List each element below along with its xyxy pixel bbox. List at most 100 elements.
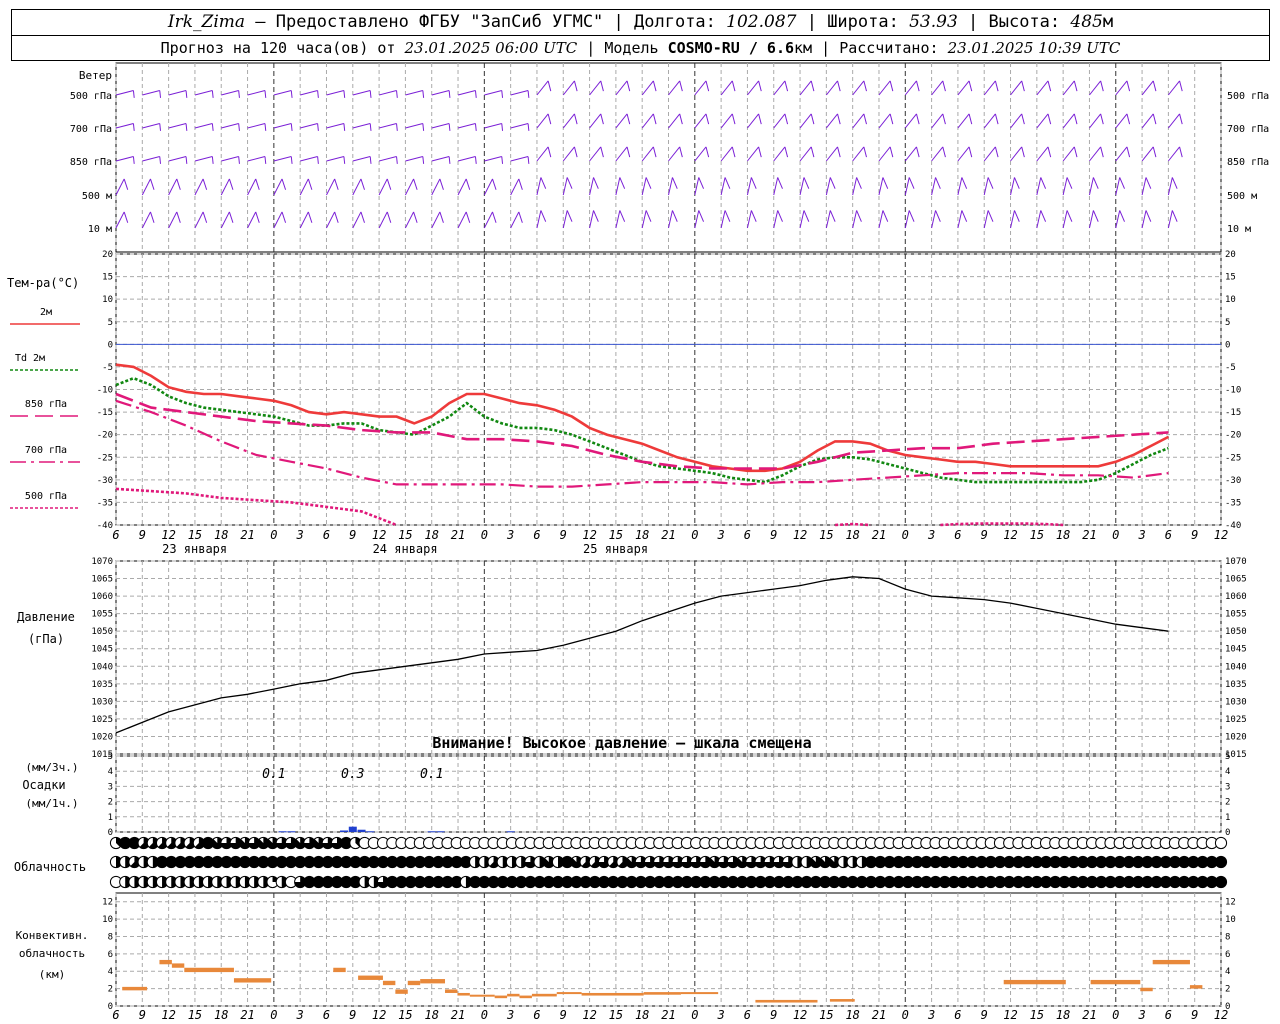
pressure-ytick-left: 1065	[91, 575, 113, 585]
convective-xtick: 3	[927, 1008, 935, 1022]
wind-barb	[273, 123, 292, 129]
wind-barb-flag	[750, 210, 757, 222]
temp-title: Тем-ра(°С)	[7, 276, 79, 290]
temp-xtick: 18	[1056, 528, 1070, 542]
wind-barb-flag	[202, 178, 208, 190]
wind-barb-flag	[863, 80, 867, 92]
wind-barb-flag	[228, 178, 234, 190]
wind-barb	[457, 178, 467, 196]
pressure-ytick-right: 1030	[1225, 697, 1247, 707]
temp-ytick-left: -30	[97, 476, 113, 486]
wind-level-left: 700 гПа	[70, 124, 112, 135]
wind-barb	[878, 113, 891, 129]
wind-barb	[247, 90, 266, 96]
convective-segment	[233, 978, 272, 983]
wind-barb-flag	[679, 146, 683, 158]
wind-barb	[589, 146, 602, 162]
wind-barb-flag	[1152, 113, 1157, 125]
wind-barb-flag	[281, 178, 287, 190]
wind-level-left: 850 гПа	[70, 157, 112, 168]
wind-barb-flag	[290, 156, 293, 164]
temp-xtick: 0	[902, 528, 909, 542]
wind-barb	[983, 146, 996, 162]
cloud-symbol-fill	[681, 856, 693, 868]
pressure-ytick-right: 1065	[1225, 575, 1247, 585]
wind-barb	[1088, 210, 1094, 229]
wind-barb	[510, 123, 529, 129]
wind-barb-flag	[1021, 146, 1025, 158]
precip-title: Осадки	[22, 778, 65, 792]
wind-barb-flag	[1073, 80, 1078, 92]
precip-ytick-right: 0	[1225, 828, 1230, 838]
wind-barb	[326, 156, 345, 162]
temp-ytick-right: 0	[1225, 340, 1230, 350]
wind-barb-flag	[211, 123, 214, 131]
convective-xtick: 21	[872, 1008, 886, 1022]
forecast-label: Прогноз на 120 часа(ов) от	[160, 39, 396, 57]
day-label: 24 января	[373, 542, 438, 556]
temp-xtick: 15	[1030, 528, 1044, 542]
cloud-symbol-fill	[139, 837, 150, 849]
precip-ytick-left: 0	[108, 828, 113, 838]
wind-barb	[404, 211, 415, 229]
cloud-symbol	[1214, 836, 1228, 850]
convective-xtick: 12	[793, 1008, 807, 1022]
cloud-symbol-fill	[130, 856, 141, 868]
wind-barb-flag	[185, 156, 188, 164]
wind-barb-flag	[238, 156, 240, 164]
wind-barb-flag	[915, 146, 920, 158]
wind-barb-flag	[573, 80, 578, 92]
cloud-symbol	[1214, 875, 1228, 889]
wind-barb	[247, 156, 266, 162]
wind-barb-flag	[413, 211, 418, 223]
wind-barb-flag	[600, 80, 604, 92]
wind-barb	[115, 178, 125, 196]
wind-level-left: 500 гПа	[70, 91, 112, 102]
precip-ytick-right: 5	[1225, 752, 1230, 762]
wind-barb-flag	[566, 210, 573, 222]
temp-legend-label: 2м	[40, 307, 52, 318]
wind-barb	[615, 113, 628, 129]
wind-barb	[273, 156, 292, 162]
convective-xtick: 6	[112, 1008, 119, 1022]
pressure-unit: (гПа)	[28, 632, 64, 646]
model-name: COSMO-RU / 6.6	[667, 39, 795, 57]
cloud-symbol-fill	[148, 837, 159, 849]
computed-time: 23.01.2025 10:39 UTC	[947, 39, 1121, 57]
wind-barb	[931, 210, 937, 229]
cloud-symbol-fill	[727, 856, 739, 868]
wind-barb	[1036, 146, 1049, 162]
convective-segment	[581, 992, 644, 996]
wind-barb	[720, 210, 726, 229]
wind-barb	[299, 178, 309, 196]
temp-xtick: 3	[506, 528, 514, 542]
wind-barb	[694, 80, 707, 96]
wind-barb	[326, 178, 336, 196]
alt-value: 485	[1070, 12, 1103, 32]
wind-barb-flag	[810, 146, 815, 158]
wind-barb-flag	[290, 123, 293, 131]
wind-barb-flag	[518, 211, 523, 223]
wind-level-left: 500 м	[82, 191, 112, 202]
wind-barb	[957, 80, 970, 96]
wind-barb-flag	[238, 90, 240, 98]
temp-xtick: 0	[481, 528, 488, 542]
wind-barb	[457, 156, 476, 162]
wind-barb	[931, 113, 944, 129]
temp-ytick-right: -10	[1225, 386, 1241, 396]
convective-segment	[457, 992, 470, 996]
wind-barb-flag	[908, 177, 915, 189]
wind-barb	[773, 113, 786, 129]
wind-barb	[1167, 146, 1180, 162]
wind-barb	[615, 177, 621, 196]
wind-barb	[852, 80, 865, 96]
wind-barb-flag	[238, 123, 240, 131]
precip-unit-1h: (мм/1ч.)	[26, 797, 79, 810]
cloud-symbol-fill	[276, 837, 288, 849]
wind-barb-flag	[334, 178, 339, 190]
precip-ytick-left: 1	[108, 813, 113, 823]
model-label: Модель	[604, 39, 659, 57]
temp-ytick-left: 10	[102, 295, 113, 305]
wind-barb	[299, 211, 309, 229]
wind-barb	[168, 90, 187, 96]
